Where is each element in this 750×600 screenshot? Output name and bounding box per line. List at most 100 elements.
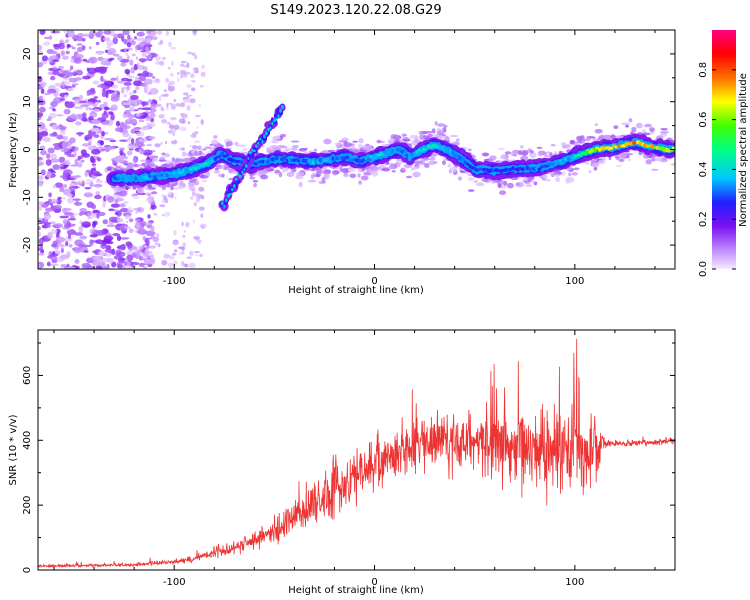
noise-blob bbox=[46, 261, 51, 267]
noise-blob bbox=[67, 218, 77, 221]
noise-blob bbox=[143, 259, 151, 265]
colorbar-tick-label: 0.2 bbox=[698, 211, 709, 227]
noise-blob bbox=[181, 221, 184, 227]
noise-blob bbox=[60, 147, 69, 153]
noise-blob bbox=[40, 169, 46, 176]
noise-blob bbox=[122, 102, 130, 106]
halo-blob bbox=[418, 130, 424, 136]
noise-blob bbox=[59, 244, 65, 248]
noise-blob bbox=[149, 245, 157, 249]
noise-blob bbox=[198, 104, 201, 107]
noise-blob bbox=[161, 56, 167, 60]
noise-blob bbox=[70, 113, 76, 119]
noise-blob bbox=[186, 62, 190, 69]
noise-blob bbox=[165, 140, 167, 145]
noise-blob bbox=[182, 235, 186, 238]
ridge-blob bbox=[607, 146, 612, 151]
ridge-blob bbox=[266, 160, 270, 164]
noise-blob bbox=[62, 41, 69, 44]
ridge-blob bbox=[225, 153, 230, 157]
halo-blob bbox=[371, 171, 379, 177]
noise-blob bbox=[95, 179, 103, 184]
noise-blob bbox=[170, 103, 177, 108]
x-tick-label: -100 bbox=[163, 577, 186, 588]
noise-blob bbox=[101, 131, 105, 137]
ridge-blob bbox=[285, 159, 289, 163]
noise-blob bbox=[47, 147, 55, 154]
noise-blob bbox=[111, 261, 117, 268]
y-tick-label: 10 bbox=[22, 95, 33, 108]
noise-blob bbox=[116, 210, 122, 217]
halo-blob bbox=[510, 178, 519, 180]
noise-blob bbox=[190, 133, 197, 138]
noise-blob bbox=[124, 38, 128, 45]
noise-blob bbox=[135, 218, 140, 222]
noise-blob bbox=[60, 50, 65, 56]
ridge-blob bbox=[329, 157, 332, 161]
halo-blob bbox=[598, 135, 605, 140]
noise-blob bbox=[38, 142, 41, 145]
noise-blob bbox=[93, 134, 100, 138]
noise-blob bbox=[42, 137, 51, 143]
halo-blob bbox=[429, 157, 436, 161]
noise-blob bbox=[194, 254, 198, 257]
noise-blob bbox=[135, 46, 138, 53]
halo-blob bbox=[368, 166, 378, 170]
halo-blob bbox=[644, 123, 652, 128]
noise-blob bbox=[145, 230, 156, 237]
ridge-blob bbox=[170, 172, 174, 177]
noise-blob bbox=[138, 119, 145, 123]
noise-blob bbox=[101, 112, 109, 119]
noise-blob bbox=[127, 34, 131, 40]
ridge-blob bbox=[314, 159, 318, 164]
noise-blob bbox=[118, 224, 129, 231]
halo-blob bbox=[410, 167, 416, 171]
halo-blob bbox=[576, 139, 583, 144]
noise-blob bbox=[103, 37, 111, 41]
noise-blob bbox=[103, 30, 112, 35]
noise-blob bbox=[103, 235, 114, 241]
halo-blob bbox=[412, 171, 421, 178]
noise-blob bbox=[124, 226, 132, 229]
y-tick-label: 20 bbox=[22, 48, 33, 61]
branch-blob bbox=[277, 110, 284, 116]
halo-blob bbox=[625, 124, 629, 128]
noise-blob bbox=[140, 256, 143, 260]
snr-ticks: -100 0 100 0 200 400 600 bbox=[22, 330, 675, 588]
noise-blob bbox=[186, 256, 192, 260]
noise-blob bbox=[197, 145, 202, 150]
noise-blob bbox=[85, 101, 94, 106]
halo-blob bbox=[388, 163, 398, 170]
noise-blob bbox=[193, 201, 197, 207]
x-tick-label: 0 bbox=[371, 577, 377, 588]
noise-blob bbox=[198, 206, 205, 211]
noise-blob bbox=[136, 47, 145, 50]
halo-blob bbox=[310, 174, 316, 178]
halo-blob bbox=[253, 183, 257, 188]
noise-blob bbox=[94, 194, 102, 200]
noise-blob bbox=[142, 266, 147, 269]
noise-blob bbox=[168, 80, 175, 85]
noise-blob bbox=[110, 77, 117, 81]
ridge-blob bbox=[167, 171, 171, 175]
noise-blob bbox=[149, 111, 155, 116]
halo-blob bbox=[313, 148, 318, 152]
noise-blob bbox=[146, 197, 153, 203]
ridge-blob bbox=[671, 146, 675, 150]
noise-blob bbox=[76, 43, 83, 46]
noise-blob bbox=[183, 92, 189, 96]
noise-blob bbox=[126, 84, 130, 91]
noise-blob bbox=[112, 233, 120, 237]
noise-blob bbox=[150, 103, 157, 110]
noise-blob bbox=[193, 70, 200, 74]
halo-blob bbox=[553, 172, 558, 175]
noise-blob bbox=[82, 58, 88, 62]
halo-blob bbox=[298, 181, 303, 188]
colorbar-ticks: 0.0 0.2 0.4 0.6 0.8 bbox=[698, 62, 736, 277]
noise-blob bbox=[69, 65, 74, 71]
noise-blob bbox=[167, 129, 173, 134]
noise-blob bbox=[162, 107, 165, 111]
noise-blob bbox=[177, 77, 180, 82]
noise-blob bbox=[178, 118, 186, 124]
halo-blob bbox=[569, 139, 575, 145]
